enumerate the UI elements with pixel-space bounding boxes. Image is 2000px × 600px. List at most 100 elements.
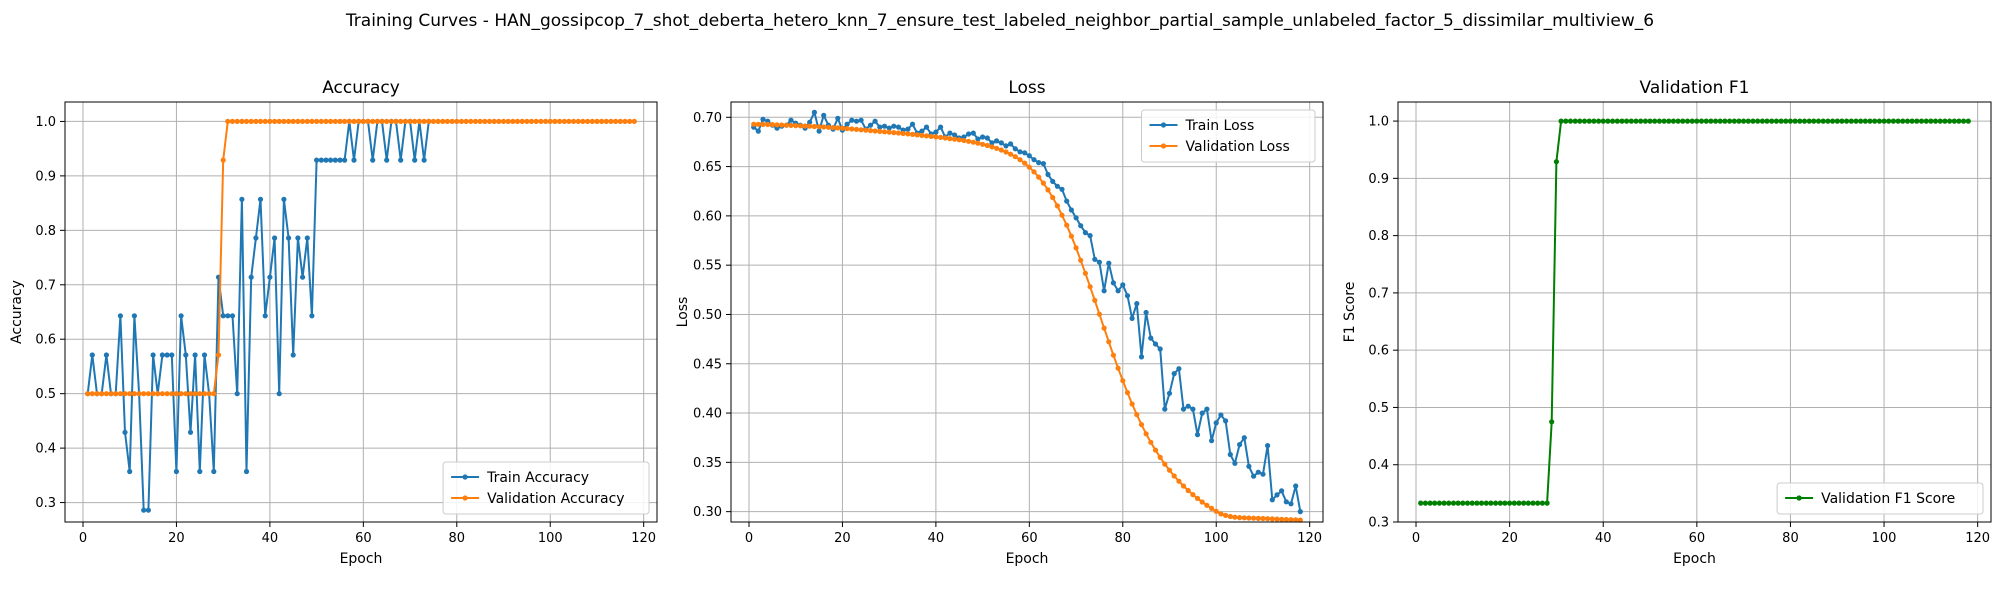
data-point bbox=[627, 118, 633, 124]
data-point bbox=[914, 132, 920, 138]
data-point bbox=[1460, 500, 1466, 506]
data-point bbox=[332, 118, 338, 124]
data-point bbox=[1521, 500, 1527, 506]
x-tick-label: 40 bbox=[928, 531, 945, 546]
data-point bbox=[384, 118, 390, 124]
data-point bbox=[547, 118, 553, 124]
legend-label: Validation Accuracy bbox=[487, 491, 624, 507]
data-point bbox=[1293, 483, 1299, 489]
data-point bbox=[769, 122, 776, 128]
x-tick-label: 60 bbox=[1021, 531, 1038, 546]
data-point bbox=[1581, 118, 1588, 124]
data-point bbox=[1237, 442, 1243, 448]
data-point bbox=[1563, 118, 1569, 124]
data-point bbox=[491, 118, 497, 124]
data-point bbox=[1078, 223, 1084, 229]
data-point bbox=[1670, 118, 1676, 124]
data-point bbox=[211, 391, 217, 397]
data-point bbox=[1493, 500, 1499, 506]
data-point bbox=[1185, 403, 1191, 409]
data-point bbox=[755, 128, 761, 134]
data-point bbox=[886, 125, 892, 131]
data-point bbox=[989, 144, 995, 150]
data-point bbox=[533, 118, 539, 124]
data-point bbox=[1436, 500, 1442, 506]
data-point bbox=[1839, 118, 1845, 124]
chart-panels: 0 20 40 60 80 100 120 0.3 0.4 0.5 0.6 0.7 0.8 0.9 1.0 A… bbox=[9, 78, 1992, 567]
data-point bbox=[816, 124, 822, 130]
data-point bbox=[1022, 150, 1028, 156]
data-point bbox=[1232, 514, 1238, 520]
data-point bbox=[1274, 516, 1280, 522]
data-point bbox=[1614, 118, 1620, 124]
data-point bbox=[1073, 245, 1079, 251]
y-tick-label: 0.8 bbox=[35, 224, 56, 239]
data-point bbox=[1008, 141, 1014, 147]
data-point bbox=[1727, 118, 1733, 124]
data-point bbox=[877, 128, 883, 134]
data-point bbox=[613, 118, 619, 124]
data-point bbox=[388, 118, 394, 124]
data-point bbox=[853, 126, 860, 132]
series-validation-accuracy bbox=[85, 118, 637, 397]
x-tick-label: 80 bbox=[449, 531, 466, 546]
data-point bbox=[215, 352, 222, 358]
data-point bbox=[323, 157, 329, 163]
data-point bbox=[1830, 118, 1836, 124]
series-validation-f1-score bbox=[1418, 118, 1971, 506]
data-point bbox=[286, 118, 292, 124]
data-point bbox=[844, 126, 850, 132]
data-point bbox=[947, 130, 953, 136]
data-point bbox=[262, 313, 268, 319]
data-point bbox=[1251, 473, 1257, 479]
data-point bbox=[454, 118, 460, 124]
data-point bbox=[980, 134, 986, 140]
data-point bbox=[398, 118, 404, 124]
y-tick-label: 0.70 bbox=[693, 111, 722, 126]
data-point bbox=[1951, 118, 1957, 124]
data-point bbox=[1260, 471, 1266, 477]
data-point bbox=[984, 135, 990, 141]
data-point bbox=[858, 127, 864, 133]
x-tick-label: 100 bbox=[1204, 531, 1229, 546]
data-point bbox=[1511, 500, 1517, 506]
x-tick-label: 100 bbox=[1872, 531, 1897, 546]
data-point bbox=[1904, 118, 1911, 124]
data-point bbox=[1297, 509, 1303, 515]
data-point bbox=[1138, 422, 1145, 428]
data-point bbox=[1115, 365, 1121, 371]
data-point bbox=[1129, 315, 1135, 321]
data-point bbox=[1260, 515, 1266, 522]
data-point bbox=[257, 118, 264, 124]
data-point bbox=[1628, 118, 1634, 124]
data-point bbox=[1525, 500, 1531, 506]
data-point bbox=[905, 131, 911, 137]
data-point bbox=[103, 352, 109, 358]
data-point bbox=[603, 118, 609, 124]
data-point bbox=[1553, 159, 1559, 165]
data-point bbox=[220, 313, 226, 319]
data-point bbox=[1684, 118, 1691, 124]
data-point bbox=[1283, 499, 1289, 505]
data-point bbox=[519, 118, 525, 124]
data-point bbox=[1255, 515, 1261, 522]
data-point bbox=[1297, 517, 1303, 523]
chart-title: Loss bbox=[1008, 78, 1045, 98]
data-point bbox=[1923, 118, 1929, 124]
data-point bbox=[1708, 118, 1714, 124]
data-point bbox=[1054, 203, 1060, 209]
data-point bbox=[919, 132, 925, 138]
data-point bbox=[788, 117, 794, 123]
data-point bbox=[1227, 513, 1233, 520]
data-point bbox=[839, 125, 846, 131]
legend-label: Validation Loss bbox=[1186, 139, 1290, 155]
data-point bbox=[173, 468, 179, 475]
data-point bbox=[1769, 118, 1775, 124]
data-point bbox=[599, 118, 605, 124]
data-point bbox=[201, 391, 208, 397]
data-point bbox=[1736, 118, 1742, 124]
data-point bbox=[267, 118, 273, 124]
data-point bbox=[835, 115, 841, 121]
data-point bbox=[1068, 233, 1074, 239]
data-point bbox=[807, 123, 813, 129]
